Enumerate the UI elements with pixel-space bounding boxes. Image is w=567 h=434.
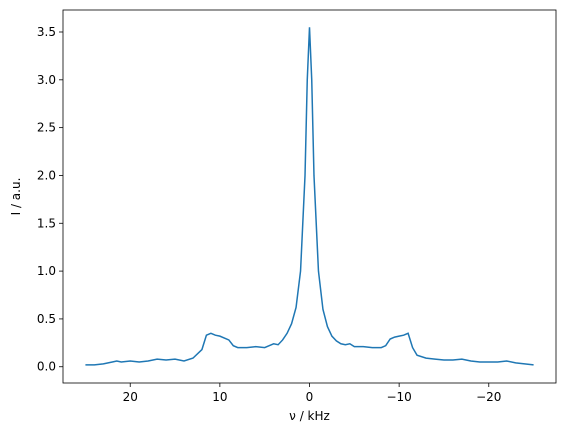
y-tick-label: 1.0 <box>37 264 56 278</box>
x-tick-label: 10 <box>212 390 227 404</box>
y-tick-label: 2.5 <box>37 121 56 135</box>
plot-frame <box>62 9 557 384</box>
y-tick-label: 0.0 <box>37 360 56 374</box>
y-axis-label: I / a.u. <box>9 178 23 216</box>
x-tick-label: 0 <box>306 390 314 404</box>
line-series <box>85 27 534 366</box>
x-axis-label: ν / kHz <box>289 409 330 423</box>
y-tick-label: 1.5 <box>37 216 56 230</box>
x-tick-label: −20 <box>476 390 501 404</box>
y-tick-label: 0.5 <box>37 312 56 326</box>
y-tick-label: 2.0 <box>37 168 56 182</box>
y-tick-label: 3.0 <box>37 73 56 87</box>
x-tick-label: 20 <box>123 390 138 404</box>
x-tick-label: −10 <box>386 390 411 404</box>
y-tick-label: 3.5 <box>37 25 56 39</box>
